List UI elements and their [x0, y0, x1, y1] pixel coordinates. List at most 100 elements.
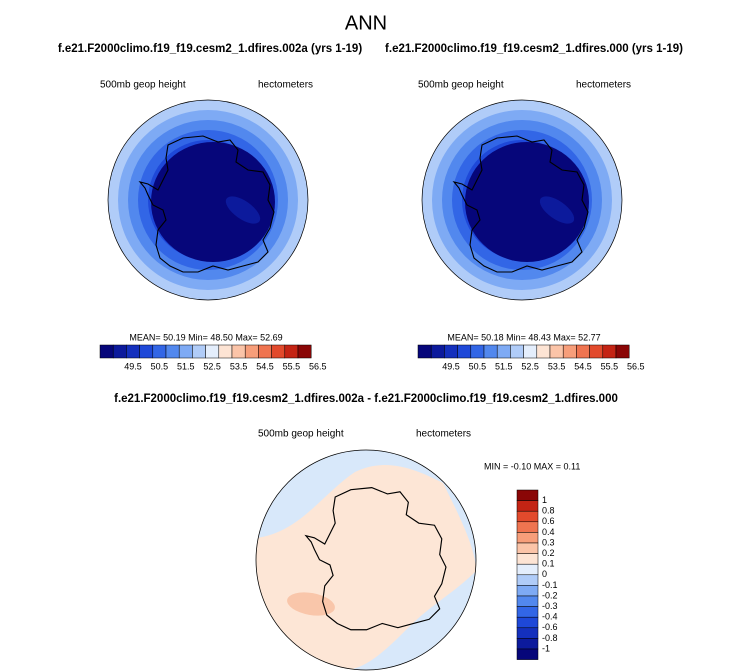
colorbar-box [218, 344, 233, 359]
colorbar-box [457, 344, 472, 359]
panel-label: 500mb geop height [100, 80, 186, 91]
map-border [107, 99, 309, 301]
map-border [421, 99, 623, 301]
colorbar-box [516, 574, 539, 586]
colorbar-label: 56.5 [309, 361, 327, 371]
colorbar-box [589, 344, 604, 359]
difference-panel: f.e21.F2000climo.f19_f19.cesm2_1.dfires.… [114, 393, 618, 671]
contour-band [151, 142, 275, 262]
stats: MIN = -0.10 MAX = 0.11 [484, 461, 580, 471]
colorbar-label: 1 [542, 495, 547, 505]
colorbar-label: 51.5 [495, 361, 513, 371]
contour-band [225, 196, 261, 224]
colorbar-label: 50.5 [151, 361, 169, 371]
colorbar-label: 49.5 [442, 361, 460, 371]
map [421, 99, 623, 301]
colorbar-box [516, 627, 539, 639]
colorbar-box [615, 344, 630, 359]
colorbar-box [192, 344, 206, 359]
colorbar-box [152, 344, 167, 359]
colorbar-label: -1 [542, 643, 550, 653]
colorbar-box [549, 344, 564, 359]
colorbar-box [258, 344, 272, 359]
colorbar-box [516, 542, 539, 554]
panel: f.e21.F2000climo.f19_f19.cesm2_1.dfires.… [58, 43, 362, 371]
colorbar-label: -0.1 [542, 580, 558, 590]
colorbar-box [523, 344, 538, 359]
map [255, 449, 477, 671]
panel-title: f.e21.F2000climo.f19_f19.cesm2_1.dfires.… [114, 393, 618, 405]
colorbar-box [244, 344, 259, 359]
colorbar: 49.5 50.5 51.5 52.5 53.5 54.5 55.5 56.5 [99, 344, 327, 371]
colorbar-label: -0.6 [542, 622, 558, 632]
panel-label: 500mb geop height [418, 80, 504, 91]
colorbar-box [516, 648, 539, 660]
colorbar-box [271, 344, 286, 359]
panel-label: 500mb geop height [258, 429, 344, 440]
colorbar-label: 0.6 [542, 516, 555, 526]
colorbar-box [516, 489, 539, 501]
stats: MEAN= 50.19 Min= 48.50 Max= 52.69 [129, 332, 282, 342]
colorbar: 10.80.60.40.30.20.10-0.1-0.2-0.3-0.4-0.6… [516, 489, 558, 660]
colorbar-label: 49.5 [124, 361, 142, 371]
colorbar-box [112, 344, 127, 359]
colorbar-box [178, 344, 193, 359]
contour-band [465, 142, 589, 262]
colorbar-label: 53.5 [548, 361, 566, 371]
colorbar-box [483, 344, 498, 359]
colorbar-label: 0.1 [542, 559, 555, 569]
colorbar-box [516, 500, 539, 512]
panel: f.e21.F2000climo.f19_f19.cesm2_1.dfires.… [385, 43, 683, 371]
colorbar-box [297, 344, 312, 359]
colorbar-box [536, 344, 551, 359]
colorbar-box [516, 510, 539, 523]
colorbar-box [516, 521, 539, 533]
colorbar-box [444, 344, 458, 359]
colorbar-box [516, 532, 539, 544]
colorbar-label: 52.5 [203, 361, 221, 371]
colorbar-box [510, 344, 524, 359]
colorbar-box [516, 606, 539, 618]
colorbar-label: -0.3 [542, 601, 558, 611]
colorbar-box [602, 344, 617, 359]
colorbar-box [516, 585, 539, 597]
contour-band [539, 196, 575, 224]
panel-title: f.e21.F2000climo.f19_f19.cesm2_1.dfires.… [58, 43, 362, 55]
colorbar-box [231, 344, 246, 359]
colorbar-label: 55.5 [283, 361, 301, 371]
colorbar-box [126, 344, 140, 359]
colorbar-box [284, 344, 299, 359]
stats: MEAN= 50.18 Min= 48.43 Max= 52.77 [447, 332, 600, 342]
colorbar-label: -0.2 [542, 590, 558, 600]
map [107, 99, 309, 301]
colorbar-box [139, 344, 154, 359]
colorbar-box [99, 344, 114, 359]
colorbar-label: 51.5 [177, 361, 195, 371]
colorbar-box [470, 344, 485, 359]
colorbar-box [576, 344, 590, 359]
colorbar-label: 0.8 [542, 506, 555, 516]
title: ANN [345, 12, 387, 34]
colorbar-box [516, 616, 539, 629]
colorbar-box [496, 344, 511, 359]
colorbar-label: 56.5 [627, 361, 645, 371]
panel-label: hectometers [576, 80, 631, 91]
colorbar-label: 0 [542, 569, 547, 579]
colorbar-box [562, 344, 577, 359]
colorbar-box [165, 344, 180, 359]
colorbar-box [205, 344, 220, 359]
colorbar-label: 52.5 [521, 361, 539, 371]
colorbar-label: 50.5 [469, 361, 487, 371]
colorbar-label: 0.3 [542, 537, 555, 547]
colorbar-label: -0.4 [542, 612, 558, 622]
colorbar-label: 0.4 [542, 527, 555, 537]
colorbar-box [516, 595, 539, 607]
colorbar-box [516, 553, 539, 565]
colorbar-label: 54.5 [256, 361, 274, 371]
panel-title: f.e21.F2000climo.f19_f19.cesm2_1.dfires.… [385, 43, 683, 55]
colorbar-box [516, 638, 539, 650]
panel-label: hectometers [416, 429, 471, 440]
colorbar-label: 0.2 [542, 548, 555, 558]
colorbar-label: -0.8 [542, 633, 558, 643]
